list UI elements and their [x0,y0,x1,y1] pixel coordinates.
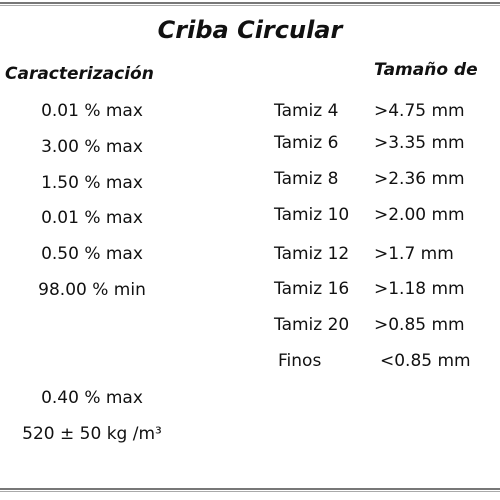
right-header: Tamaño de [374,60,478,80]
sieve-label: Tamiz 20 [274,315,350,335]
sieve-size: <0.85 mm [380,351,471,371]
sieve-label: Finos [278,351,322,371]
sieve-size: >2.00 mm [374,205,465,225]
bottom-rule [0,488,500,492]
sieve-label: Tamiz 16 [274,279,350,299]
left-value: 0.50 % max [41,244,143,264]
left-value: 1.50 % max [41,173,143,193]
sieve-size: >1.7 mm [374,244,454,264]
sieve-size: >1.18 mm [374,279,465,299]
top-rule [0,2,500,6]
left-value: 0.40 % max [41,388,143,408]
left-value: 0.01 % max [41,101,143,121]
sieve-size: >3.35 mm [374,133,465,153]
sieve-label: Tamiz 8 [274,169,339,189]
sieve-size: >4.75 mm [374,101,465,121]
sieve-label: Tamiz 10 [274,205,350,225]
left-value: 0.01 % max [41,208,143,228]
left-value: 3.00 % max [41,137,143,157]
title: Criba Circular [157,16,343,44]
sieve-label: Tamiz 12 [274,244,350,264]
left-header: Caracterización [5,64,154,84]
left-value: 98.00 % min [38,280,146,300]
sieve-label: Tamiz 6 [274,133,339,153]
sieve-size: >0.85 mm [374,315,465,335]
sieve-label: Tamiz 4 [274,101,339,121]
sieve-size: >2.36 mm [374,169,465,189]
left-value: 520 ± 50 kg /m³ [22,424,162,444]
